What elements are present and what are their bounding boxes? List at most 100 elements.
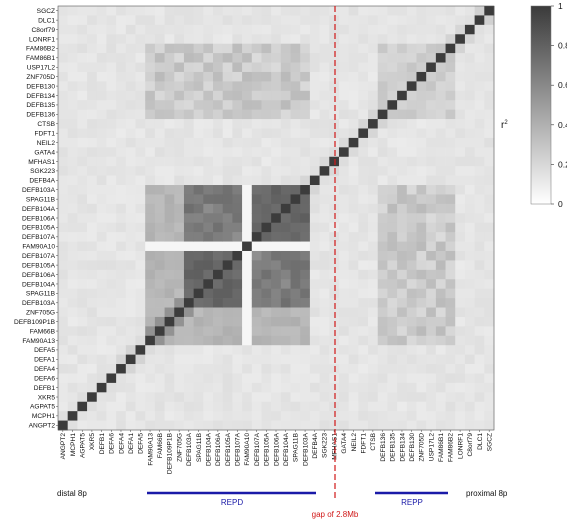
heatmap-cell: [232, 269, 243, 280]
heatmap-cell: [222, 166, 233, 176]
heatmap-cell: [213, 175, 224, 186]
heatmap-cell: [96, 6, 107, 16]
heatmap-cell: [87, 222, 98, 233]
heatmap-cell: [183, 71, 194, 82]
heatmap-cell: [174, 316, 185, 327]
heatmap-cell: [387, 392, 398, 403]
heatmap-cell: [67, 392, 78, 403]
heatmap-cell: [358, 345, 369, 355]
heatmap-cell: [464, 288, 475, 299]
heatmap-cell: [222, 382, 233, 393]
heatmap-cell: [406, 6, 417, 16]
heatmap-cell: [348, 260, 359, 271]
heatmap-cell: [406, 175, 417, 186]
heatmap-cell: [203, 24, 214, 35]
heatmap-cell: [125, 15, 136, 26]
heatmap-cell: [445, 382, 456, 393]
heatmap-cell: [87, 420, 98, 431]
heatmap-cell: [300, 222, 311, 233]
heatmap-cell: [67, 34, 78, 45]
heatmap-cell: [222, 316, 233, 327]
heatmap-cell: [445, 71, 456, 82]
heatmap-cell: [87, 382, 98, 393]
heatmap-cell: [348, 175, 359, 186]
heatmap-cell: [290, 166, 301, 176]
heatmap-cell: [67, 166, 78, 176]
heatmap-cell: [125, 128, 136, 139]
heatmap-cell: [416, 382, 427, 393]
heatmap-cell: [116, 364, 127, 374]
heatmap-cell: [154, 307, 165, 318]
heatmap-cell: [106, 307, 117, 318]
heatmap-cell: [145, 203, 156, 214]
heatmap-cell: [280, 241, 291, 252]
heatmap-cell: [338, 119, 350, 129]
heatmap-cell: [251, 364, 262, 374]
heatmap-cell: [397, 279, 408, 290]
heatmap-cell: [242, 345, 253, 355]
heatmap-cell: [368, 307, 379, 318]
heatmap-cell: [261, 316, 272, 327]
heatmap-cell: [271, 260, 282, 271]
heatmap-cell: [77, 307, 88, 318]
heatmap-cell: [387, 260, 398, 271]
heatmap-cell: [445, 316, 456, 327]
heatmap-cell: [222, 71, 233, 82]
heatmap-cell: [183, 364, 194, 374]
heatmap-cell: [106, 90, 117, 101]
heatmap-cell: [145, 411, 156, 421]
heatmap-cell: [464, 269, 475, 280]
heatmap-cell: [222, 194, 233, 205]
heatmap-cell: [96, 194, 107, 205]
heatmap-cell: [474, 34, 485, 45]
heatmap-cell: [193, 279, 204, 290]
heatmap-cell: [174, 53, 185, 63]
heatmap-cell: [106, 156, 117, 167]
heatmap-cell: [484, 250, 495, 261]
x-gene-label: DEFA4: [118, 433, 125, 454]
heatmap-cell: [280, 90, 291, 101]
heatmap-cell: [426, 213, 437, 224]
heatmap-cell: [484, 100, 495, 110]
heatmap-cell: [348, 34, 359, 45]
heatmap-cell: [348, 354, 359, 365]
heatmap-cell: [58, 345, 69, 355]
heatmap-cell: [426, 232, 437, 242]
heatmap-cell: [387, 326, 398, 337]
heatmap-cell: [116, 411, 127, 421]
heatmap-cell: [280, 288, 291, 299]
heatmap-cell: [261, 392, 272, 403]
heatmap-cell: [290, 100, 301, 110]
heatmap-cell: [319, 250, 330, 261]
heatmap-cell: [58, 392, 69, 403]
heatmap-cell: [116, 24, 127, 35]
heatmap-cell: [445, 250, 456, 261]
heatmap-cell: [329, 34, 340, 45]
heatmap-cell: [203, 71, 214, 82]
heatmap-cell: [290, 364, 301, 374]
heatmap-cell: [309, 326, 320, 337]
heatmap-cell: [338, 156, 350, 167]
heatmap-cell: [368, 194, 379, 205]
heatmap-cell: [154, 401, 165, 412]
y-gene-label: FAM90A10: [22, 244, 55, 251]
heatmap-cell: [280, 232, 291, 242]
heatmap-cell: [280, 392, 291, 403]
heatmap-cell: [193, 373, 204, 384]
heatmap-cell: [406, 119, 417, 129]
x-axis-gene-labels: ANGPT2 MCPH1 AGPAT5 XKR5 DEFB1 DEFA6 DEFA4 DEFA…: [60, 432, 493, 474]
heatmap-cell: [116, 250, 127, 261]
heatmap-cell: [377, 420, 388, 431]
heatmap-cell: [387, 335, 398, 346]
heatmap-cell: [183, 34, 194, 45]
heatmap-cell: [96, 222, 107, 233]
heatmap-cell: [242, 137, 253, 148]
heatmap-cell: [222, 147, 233, 158]
heatmap-cell: [271, 175, 282, 186]
heatmap-cell: [164, 279, 175, 290]
heatmap-cell: [474, 62, 485, 73]
heatmap-cell: [348, 411, 359, 421]
heatmap-cell: [232, 307, 243, 318]
heatmap-cell: [154, 34, 165, 45]
heatmap-cell: [455, 392, 466, 403]
